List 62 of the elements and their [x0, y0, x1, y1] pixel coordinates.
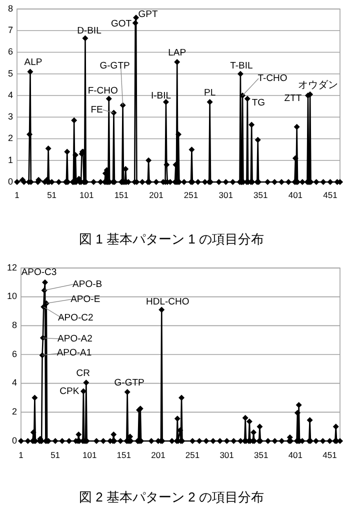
y-tick-label: 2 — [8, 133, 13, 144]
text: 図 2 基本パターン 2 の項目分布 — [79, 489, 264, 504]
annotation: HDL-CHO — [146, 296, 190, 308]
annotation: D-BIL — [77, 26, 102, 37]
annotation: TG — [252, 97, 266, 108]
y-tick-label: 10 — [6, 291, 17, 302]
y-tick-label: 12 — [6, 262, 17, 272]
x-tick-label: 101 — [82, 450, 97, 460]
annotation: T-BIL — [230, 60, 253, 72]
x-tick-label: 351 — [254, 190, 268, 200]
y-tick-label: 4 — [12, 378, 17, 388]
y-tick-label: 7 — [8, 25, 13, 35]
annotation: GPT — [138, 9, 158, 20]
y-tick-label: 4 — [8, 90, 13, 100]
y-tick-label: 8 — [8, 3, 13, 14]
x-tick-label: 51 — [47, 190, 57, 200]
annotation: FE — [90, 104, 103, 116]
annotation: APO-C2 — [58, 312, 94, 324]
x-tick-label: 151 — [116, 450, 132, 460]
x-tick-label: 401 — [288, 190, 303, 200]
x-tick-label: 351 — [254, 450, 268, 460]
y-tick-label: 6 — [12, 348, 17, 359]
annotation: APO-E — [70, 294, 100, 305]
y-tick-label: 5 — [8, 68, 13, 78]
y-tick-label: 8 — [12, 320, 17, 330]
x-tick-label: 201 — [149, 190, 164, 200]
y-tick-label: 3 — [8, 112, 13, 122]
x-tick-label: 51 — [50, 450, 60, 460]
annotation: APO-A1 — [56, 348, 92, 359]
x-tick-label: 101 — [80, 190, 94, 200]
x-tick-label: 251 — [185, 450, 200, 460]
annotation: F-CHO — [88, 85, 118, 96]
y-tick-label: 6 — [8, 46, 13, 57]
x-tick-label: 201 — [151, 450, 166, 460]
annotation: I-BIL — [150, 90, 171, 102]
annotation: APO-A2 — [58, 333, 92, 344]
y-tick-label: 0 — [12, 435, 17, 446]
annotation: GOT — [111, 18, 132, 30]
x-tick-label: 301 — [218, 190, 234, 200]
annotation: T-CHO — [258, 73, 288, 84]
x-tick-label: 301 — [220, 450, 234, 460]
annotation: APO-C3 — [21, 266, 57, 278]
x-tick-label: 251 — [184, 190, 198, 200]
annotation: LAP — [168, 47, 186, 58]
annotation: G-GTP — [100, 60, 130, 72]
x-tick-label: 451 — [323, 190, 338, 200]
x-tick-label: 151 — [114, 190, 129, 200]
x-tick-label: 451 — [322, 450, 338, 460]
y-tick-label: 1 — [8, 154, 13, 165]
annotation: CPK — [60, 386, 80, 397]
annotation: オウダン — [298, 79, 338, 92]
annotation: ALP — [24, 57, 42, 68]
y-tick-label: 0 — [8, 176, 13, 186]
x-tick-label: 401 — [288, 450, 303, 460]
annotation: APO-B — [72, 278, 102, 290]
annotation: CR — [76, 368, 90, 380]
annotation: PL — [204, 88, 216, 99]
y-tick-label: 2 — [12, 406, 17, 417]
x-tick-label: 1 — [18, 450, 24, 460]
annotation: ZTT — [284, 93, 302, 104]
annotation: G-GTP — [114, 378, 144, 388]
text: 図 1 基本パターン 1 の項目分布 — [79, 231, 264, 246]
